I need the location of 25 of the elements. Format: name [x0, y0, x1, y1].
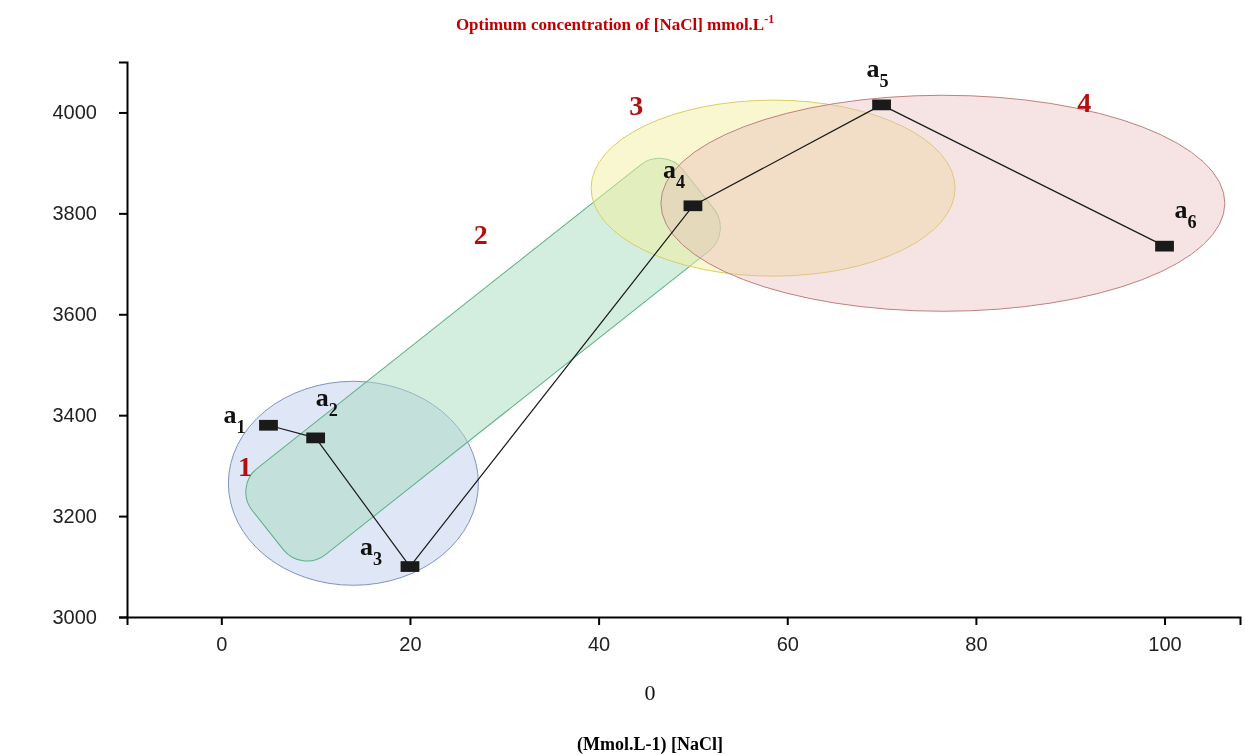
annotation: 4: [1077, 87, 1092, 119]
y-tick-label: 4000: [52, 101, 97, 124]
y-tick-label: 3200: [52, 504, 97, 527]
annotation: 3: [629, 89, 644, 121]
annotation: 2: [473, 218, 488, 250]
y-tick-label: 3800: [52, 202, 97, 225]
x-tick-label: 40: [587, 633, 611, 656]
y-tick-label: 3000: [52, 605, 97, 628]
chart-title: Optimum concentration of [NaCl] mmol.L$^{-1}$: [455, 12, 775, 34]
y-tick-label: 3400: [52, 404, 97, 427]
annotation: a$_{5}$: [866, 53, 889, 91]
x-tick-label: 20: [399, 633, 422, 656]
x-axis-title: (Mmol.L-1) [NaCl]: [577, 734, 723, 755]
x-tick-label: 60: [776, 633, 799, 656]
annotation: a$_{6}$: [1174, 195, 1197, 233]
annotation: 1: [237, 450, 252, 482]
text: 0: [644, 680, 656, 705]
annotation: a$_{4}$: [662, 154, 686, 192]
x-tick-label: 80: [965, 633, 988, 656]
annotation: a$_{2}$: [315, 382, 338, 420]
annotation: a$_{1}$: [223, 400, 246, 438]
annotation: a$_{3}$: [359, 531, 383, 569]
x-tick-label: 100: [1148, 633, 1182, 656]
x-tick-label: 0: [216, 633, 228, 656]
y-tick-label: 3600: [52, 303, 97, 326]
